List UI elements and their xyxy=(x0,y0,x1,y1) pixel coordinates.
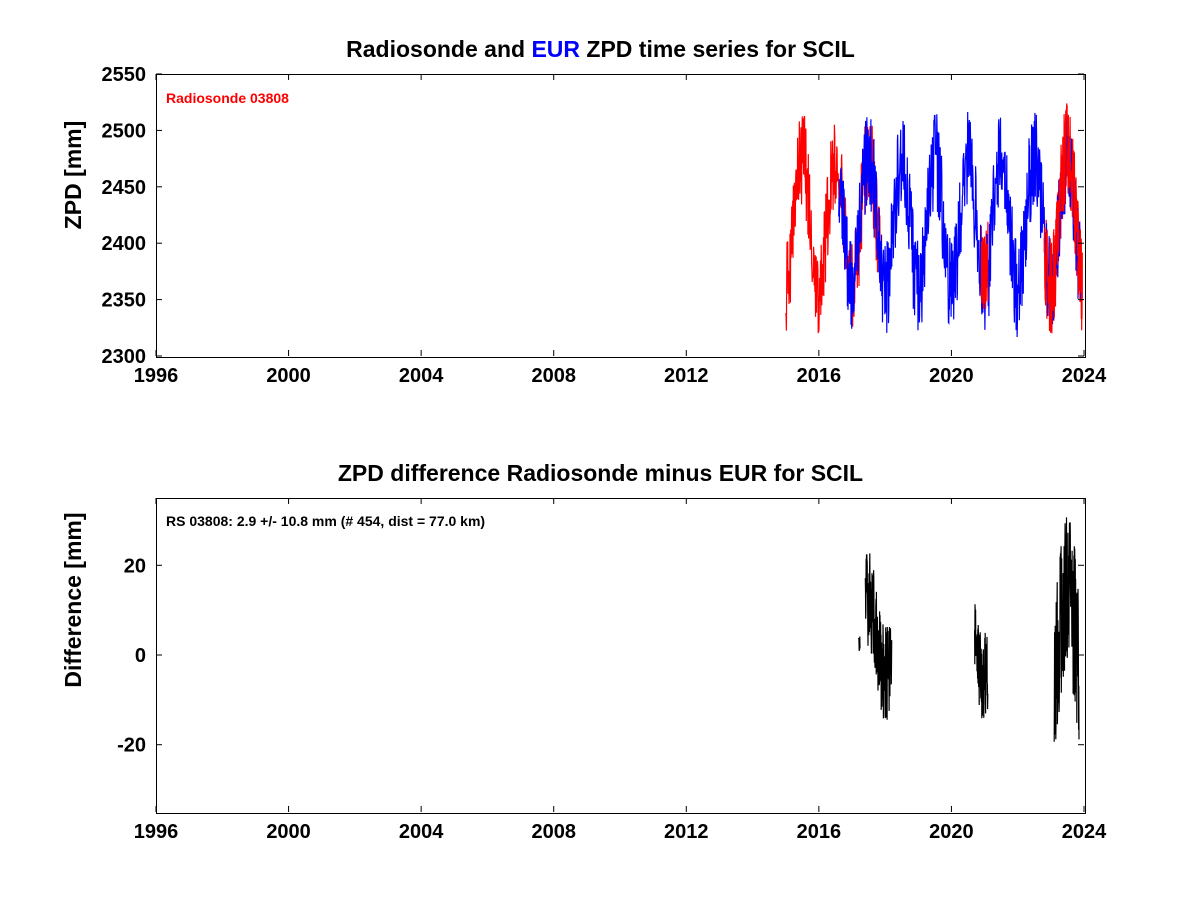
series-line xyxy=(859,637,861,652)
top-xtick-label: 1996 xyxy=(134,365,179,387)
figure: Radiosonde and EUR ZPD time series for S… xyxy=(0,0,1201,901)
top-xtick-label: 2012 xyxy=(664,365,709,387)
bottom-xtick-label: 2004 xyxy=(399,821,444,843)
top-ytick-label: 2450 xyxy=(102,177,147,199)
bottom-xtick-label: 2012 xyxy=(664,821,709,843)
bottom-ytick-label: 20 xyxy=(124,555,146,577)
top-xtick-label: 2016 xyxy=(797,365,842,387)
bottom-ytick-label: 0 xyxy=(135,645,146,667)
top-xtick-label: 2000 xyxy=(266,365,311,387)
top-xtick-label: 2004 xyxy=(399,365,444,387)
series-line xyxy=(981,237,988,310)
top-ytick-label: 2350 xyxy=(102,290,147,312)
bottom-xtick-label: 2008 xyxy=(531,821,576,843)
bottom-xtick-label: 2016 xyxy=(797,821,842,843)
bottom-xtick-label: 2024 xyxy=(1062,821,1107,843)
top-xtick-label: 2024 xyxy=(1062,365,1107,387)
bottom-xtick-label: 1996 xyxy=(134,821,179,843)
series-line xyxy=(975,604,988,718)
series-line xyxy=(865,553,891,719)
top-xtick-label: 2020 xyxy=(929,365,974,387)
series-line xyxy=(1044,103,1082,333)
top-xtick-label: 2008 xyxy=(531,365,576,387)
bottom-ytick-label: -20 xyxy=(117,735,146,757)
bottom-xtick-label: 2020 xyxy=(929,821,974,843)
chart-svg-layer: 1996 2000 2004 2008 2012 2016 2020 2024 2300 2350… xyxy=(0,0,1201,901)
top-ytick-label: 2300 xyxy=(102,346,147,368)
top-ytick-label: 2400 xyxy=(102,233,147,255)
top-ytick-label: 2550 xyxy=(102,64,147,86)
top-ytick-label: 2500 xyxy=(102,120,147,142)
bottom-xtick-label: 2000 xyxy=(266,821,311,843)
series-line xyxy=(1054,517,1079,741)
